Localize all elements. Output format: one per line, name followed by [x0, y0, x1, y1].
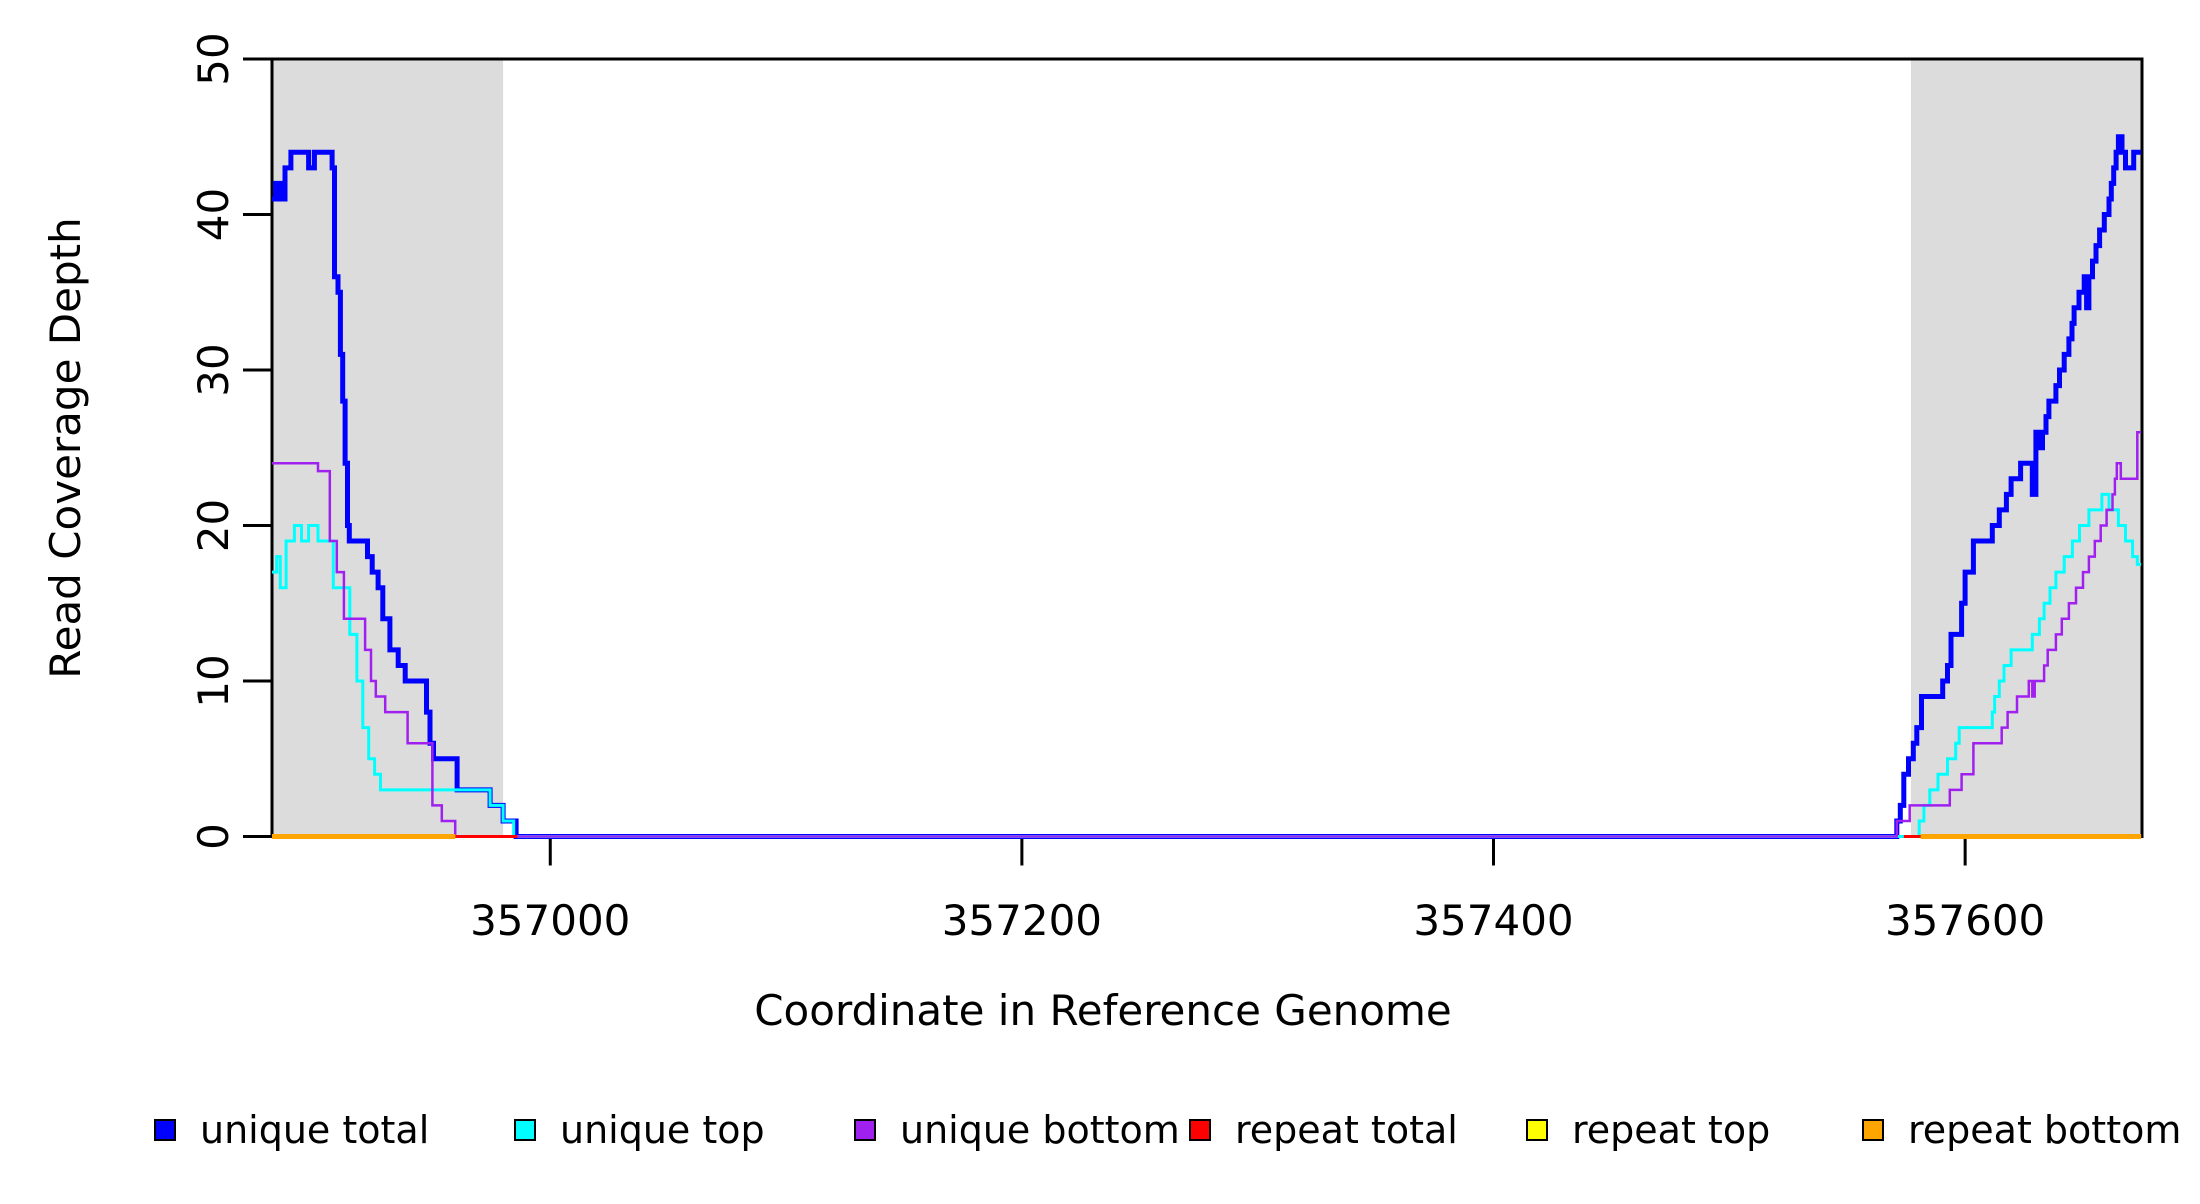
x-tick-label: 357200: [942, 896, 1102, 945]
legend-label: repeat top: [1572, 1108, 1770, 1152]
y-tick-label: 30: [189, 343, 238, 396]
x-tick-label: 357600: [1885, 896, 2045, 945]
x-axis-title: Coordinate in Reference Genome: [754, 986, 1452, 1035]
legend-swatch-unique-total: [154, 1119, 176, 1141]
legend: unique total unique top unique bottom repea…: [154, 1108, 2181, 1152]
series-unique-bottom: [272, 430, 2142, 838]
y-axis-title: Read Coverage Depth: [41, 217, 90, 678]
series-unique-total: [272, 134, 2142, 839]
legend-swatch-repeat-total: [1189, 1119, 1211, 1141]
legend-label: unique total: [200, 1108, 429, 1152]
y-tick-label: 40: [189, 188, 238, 241]
right-gray-region: [1910, 59, 2142, 837]
x-tick-label: 357400: [1413, 896, 1573, 945]
y-tick-label: 0: [189, 823, 238, 850]
y-tick-label: 10: [189, 654, 238, 707]
legend-label: unique top: [560, 1108, 765, 1152]
legend-swatch-repeat-top: [1526, 1119, 1548, 1141]
legend-label: unique bottom: [900, 1108, 1180, 1152]
left-gray-region: [272, 59, 504, 837]
legend-swatch-unique-top: [514, 1119, 536, 1141]
legend-swatch-unique-bottom: [854, 1119, 876, 1141]
legend-label: repeat bottom: [1908, 1108, 2181, 1152]
x-tick-label: 357000: [470, 896, 630, 945]
legend-swatch-repeat-bottom: [1862, 1119, 1884, 1141]
y-tick-label: 20: [189, 499, 238, 552]
plot-box: [270, 57, 2144, 838]
series-unique-top: [272, 492, 2142, 838]
y-tick-label: 50: [189, 32, 238, 85]
legend-label: repeat total: [1235, 1108, 1458, 1152]
